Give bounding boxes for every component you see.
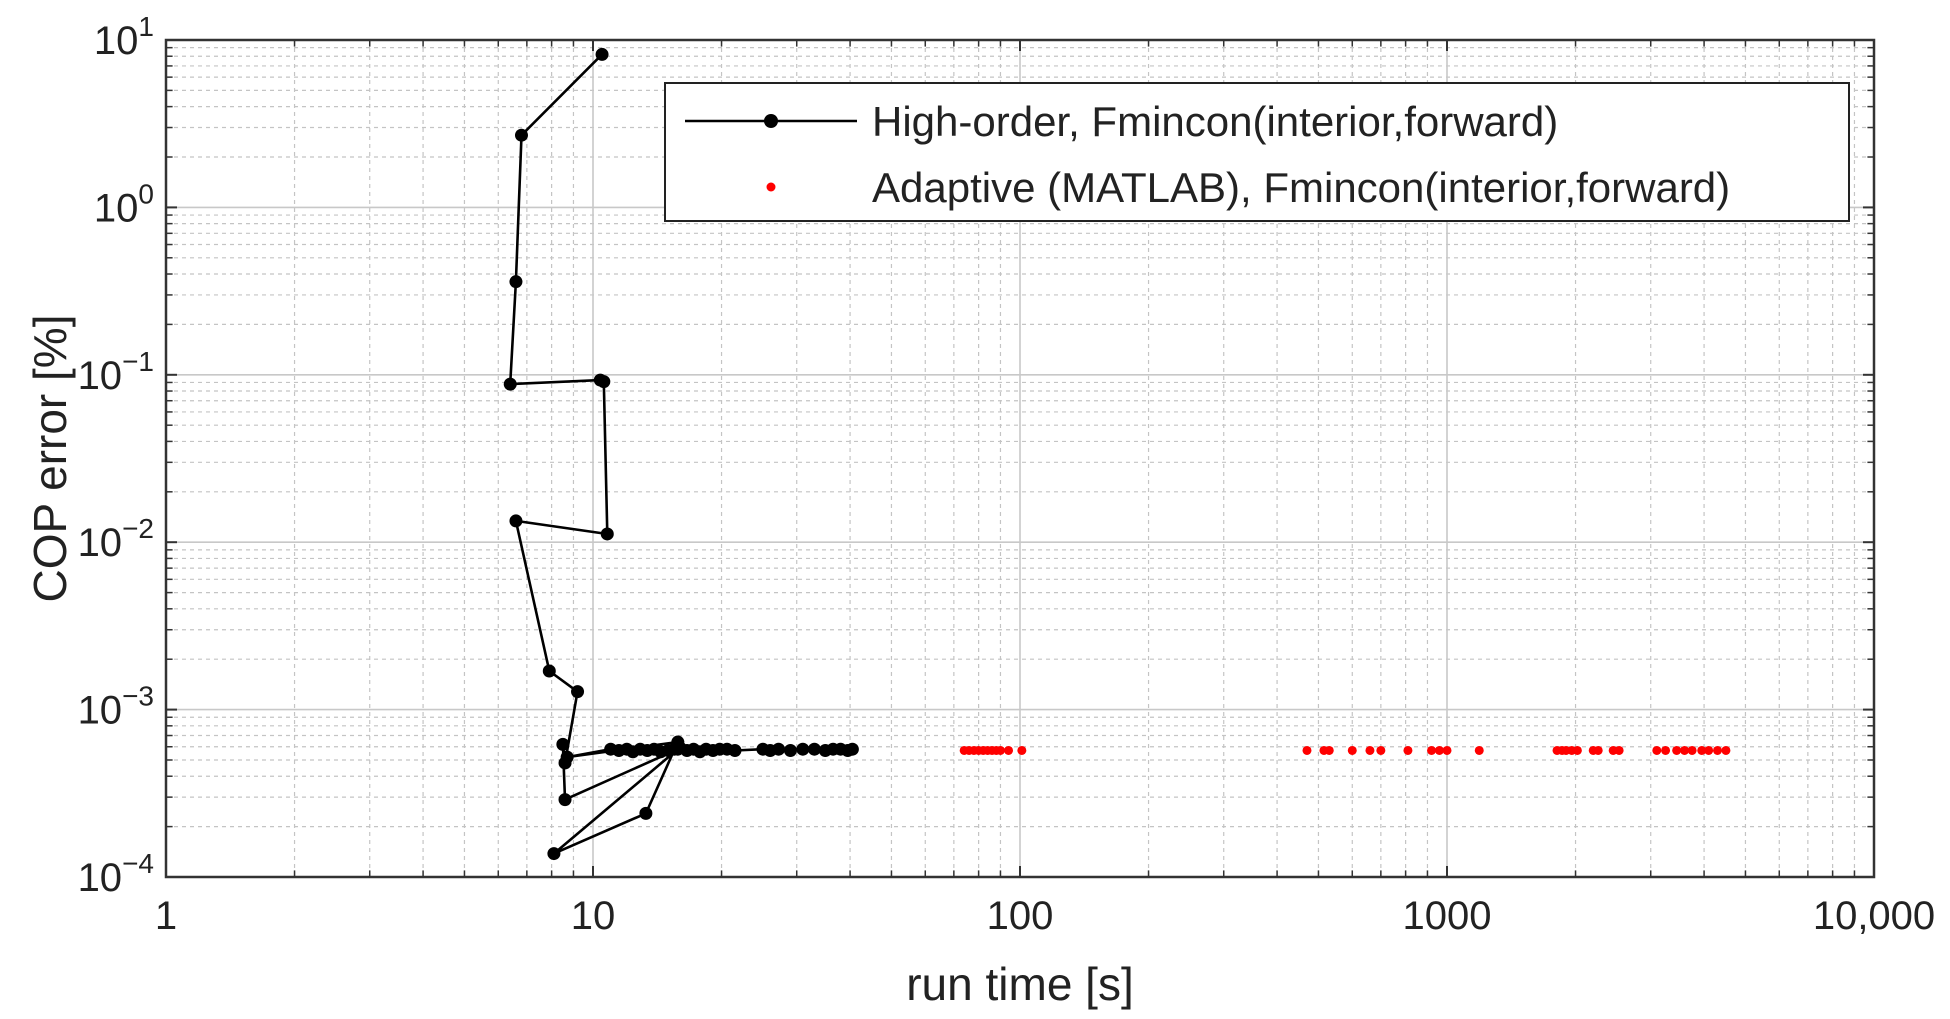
data-point-high-order	[547, 847, 561, 861]
x-axis-title: run time [s]	[906, 958, 1134, 1010]
data-point-high-order	[772, 742, 786, 756]
series-layer	[503, 47, 1731, 861]
data-point-adaptive	[1687, 745, 1697, 755]
series-high-order	[503, 47, 859, 861]
data-point-adaptive	[1661, 745, 1671, 755]
data-point-high-order	[595, 47, 609, 61]
data-point-high-order	[503, 377, 517, 391]
series-adaptive	[959, 745, 1731, 755]
data-point-adaptive	[1697, 745, 1707, 755]
legend-label-adaptive: Adaptive (MATLAB), Fmincon(interior,forw…	[872, 164, 1730, 211]
data-point-adaptive	[1004, 745, 1014, 755]
data-point-high-order	[597, 375, 611, 389]
data-point-high-order	[514, 128, 528, 142]
data-point-adaptive	[995, 745, 1005, 755]
data-point-adaptive	[1017, 745, 1027, 755]
data-point-adaptive	[1302, 745, 1312, 755]
data-point-adaptive	[1365, 745, 1375, 755]
data-point-adaptive	[1474, 745, 1484, 755]
data-point-high-order	[509, 275, 523, 289]
legend-marker-high-order	[764, 114, 778, 128]
data-point-high-order	[807, 742, 821, 756]
data-point-adaptive	[1427, 745, 1437, 755]
y-tick-labels: 10−4 10−3 10−2 10−1 100 101	[78, 11, 154, 900]
x-tick-label: 100	[987, 894, 1054, 938]
y-tick-label: 10−3	[78, 681, 154, 733]
legend-marker-adaptive	[766, 182, 776, 192]
data-point-adaptive	[1712, 745, 1722, 755]
data-point-high-order	[542, 664, 556, 678]
x-tick-label: 10	[571, 894, 616, 938]
data-point-high-order	[509, 514, 523, 528]
data-point-high-order	[556, 737, 570, 751]
x-tick-label: 1	[155, 894, 177, 938]
x-tick-label: 1000	[1403, 894, 1492, 938]
data-point-adaptive	[1652, 745, 1662, 755]
data-point-adaptive	[1403, 745, 1413, 755]
legend-label-high-order: High-order, Fmincon(interior,forward)	[872, 98, 1558, 145]
legend-box	[664, 82, 1850, 222]
data-point-high-order	[845, 742, 859, 756]
data-point-adaptive	[1434, 745, 1444, 755]
y-tick-label: 10−1	[78, 346, 154, 398]
data-point-adaptive	[1324, 745, 1334, 755]
legend: High-order, Fmincon(interior,forward) Ad…	[664, 82, 1850, 222]
data-point-adaptive	[1680, 745, 1690, 755]
y-tick-label: 10−4	[78, 848, 154, 900]
y-tick-label: 100	[94, 178, 154, 230]
data-point-adaptive	[1347, 745, 1357, 755]
data-point-high-order	[783, 743, 797, 757]
y-tick-label: 10−2	[78, 513, 154, 565]
data-point-high-order	[558, 793, 572, 807]
data-point-high-order	[571, 685, 585, 699]
data-point-high-order	[728, 743, 742, 757]
y-axis-title: COP error [%]	[24, 315, 76, 603]
data-point-high-order	[560, 750, 574, 764]
data-point-adaptive	[1572, 745, 1582, 755]
x-tick-label: 10,000	[1813, 894, 1935, 938]
data-point-high-order	[600, 527, 614, 541]
data-point-adaptive	[1704, 745, 1714, 755]
data-point-adaptive	[1672, 745, 1682, 755]
data-point-high-order	[796, 742, 810, 756]
data-point-adaptive	[1721, 745, 1731, 755]
data-point-adaptive	[1614, 745, 1624, 755]
data-point-adaptive	[1593, 745, 1603, 755]
data-point-adaptive	[1442, 745, 1452, 755]
x-tick-labels: 1 10 100 1000 10,000	[155, 894, 1935, 938]
data-point-high-order	[639, 806, 653, 820]
y-tick-label: 101	[94, 11, 154, 63]
ticks	[165, 39, 1875, 878]
data-point-adaptive	[1376, 745, 1386, 755]
